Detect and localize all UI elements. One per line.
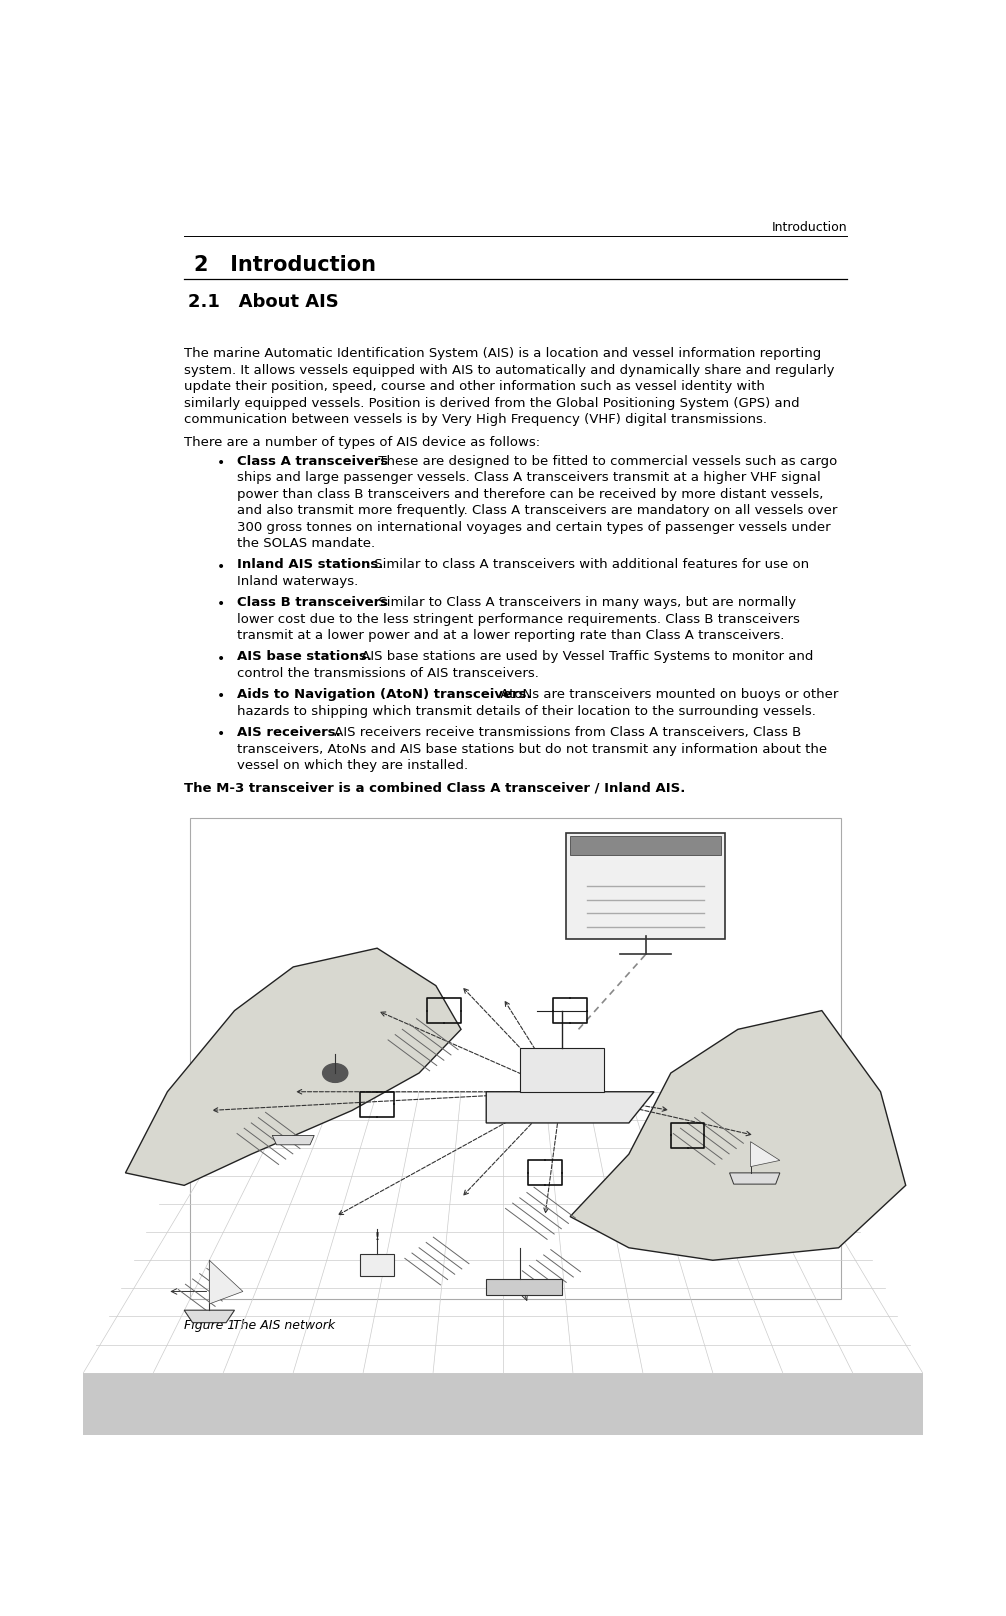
Text: . These are designed to be fitted to commercial vessels such as cargo: . These are designed to be fitted to com… (370, 454, 837, 467)
Text: •: • (217, 559, 225, 574)
Text: Inland AIS stations.: Inland AIS stations. (237, 559, 383, 572)
Text: AIS base stations are used by Vessel Traffic Systems to monitor and: AIS base stations are used by Vessel Tra… (357, 651, 813, 664)
Polygon shape (750, 1141, 780, 1167)
Text: Inland waterways.: Inland waterways. (237, 575, 358, 588)
Polygon shape (273, 1136, 314, 1144)
Text: update their position, speed, course and other information such as vessel identi: update their position, speed, course and… (184, 380, 766, 393)
Text: The marine Automatic Identification System (AIS) is a location and vessel inform: The marine Automatic Identification Syst… (184, 347, 822, 360)
Text: and also transmit more frequently. Class A transceivers are mandatory on all ves: and also transmit more frequently. Class… (237, 504, 838, 517)
Text: similarly equipped vessels. Position is derived from the Global Positioning Syst: similarly equipped vessels. Position is … (184, 396, 800, 409)
Bar (570, 835, 721, 855)
Polygon shape (570, 1010, 905, 1260)
Text: AtoNs are transceivers mounted on buoys or other: AtoNs are transceivers mounted on buoys … (496, 688, 839, 701)
Text: Page 9: Page 9 (805, 1393, 847, 1406)
Text: power than class B transceivers and therefore can be received by more distant ve: power than class B transceivers and ther… (237, 488, 824, 501)
Text: AIS base stations.: AIS base stations. (237, 651, 372, 664)
Text: •: • (217, 727, 225, 742)
FancyBboxPatch shape (566, 832, 725, 939)
Text: 2.1   About AIS: 2.1 About AIS (188, 292, 339, 310)
Polygon shape (486, 1092, 654, 1123)
Text: transceivers, AtoNs and AIS base stations but do not transmit any information ab: transceivers, AtoNs and AIS base station… (237, 742, 827, 756)
Polygon shape (520, 1049, 604, 1092)
Bar (190, 818, 841, 1299)
Text: vessel on which they are installed.: vessel on which they are installed. (237, 760, 469, 772)
Polygon shape (729, 1173, 780, 1185)
Text: The M-3 transceiver is a combined Class A transceiver / Inland AIS.: The M-3 transceiver is a combined Class … (184, 782, 686, 795)
Text: !: ! (374, 1231, 379, 1241)
Text: 300 gross tonnes on international voyages and certain types of passenger vessels: 300 gross tonnes on international voyage… (237, 520, 831, 533)
Polygon shape (486, 1278, 561, 1294)
Text: The AIS network: The AIS network (232, 1319, 335, 1332)
Text: AIS receivers.: AIS receivers. (237, 726, 341, 739)
Text: communication between vessels is by Very High Frequency (VHF) digital transmissi: communication between vessels is by Very… (184, 414, 768, 427)
Text: system. It allows vessels equipped with AIS to automatically and dynamically sha: system. It allows vessels equipped with … (184, 364, 835, 377)
Text: Figure 1: Figure 1 (184, 1319, 235, 1332)
Text: lower cost due to the less stringent performance requirements. Class B transceiv: lower cost due to the less stringent per… (237, 612, 800, 625)
Text: There are a number of types of AIS device as follows:: There are a number of types of AIS devic… (184, 435, 540, 449)
Polygon shape (126, 949, 461, 1186)
Text: •: • (217, 456, 225, 470)
Text: . Similar to Class A transceivers in many ways, but are normally: . Similar to Class A transceivers in man… (370, 596, 797, 609)
Text: the SOLAS mandate.: the SOLAS mandate. (237, 537, 375, 551)
Circle shape (323, 1063, 348, 1083)
Text: hazards to shipping which transmit details of their location to the surrounding : hazards to shipping which transmit detai… (237, 705, 816, 718)
Text: transmit at a lower power and at a lower reporting rate than Class A transceiver: transmit at a lower power and at a lower… (237, 629, 785, 642)
Text: •: • (217, 690, 225, 703)
Text: ships and large passenger vessels. Class A transceivers transmit at a higher VHF: ships and large passenger vessels. Class… (237, 472, 821, 485)
Text: Class B transceivers: Class B transceivers (237, 596, 388, 609)
Text: 2   Introduction: 2 Introduction (193, 255, 375, 275)
Polygon shape (184, 1311, 234, 1322)
Text: Aids to Navigation (AtoN) transceivers.: Aids to Navigation (AtoN) transceivers. (237, 688, 532, 701)
Text: Introduction: Introduction (772, 221, 847, 234)
Polygon shape (209, 1260, 242, 1304)
Text: •: • (217, 598, 225, 611)
Bar (83, 1372, 923, 1435)
Text: •: • (217, 651, 225, 666)
Text: Similar to class A transceivers with additional features for use on: Similar to class A transceivers with add… (370, 559, 809, 572)
Text: AIS receivers receive transmissions from Class A transceivers, Class B: AIS receivers receive transmissions from… (330, 726, 802, 739)
Text: Class A transceivers: Class A transceivers (237, 454, 388, 467)
Bar (360, 1254, 394, 1277)
Text: control the transmissions of AIS transceivers.: control the transmissions of AIS transce… (237, 667, 539, 680)
